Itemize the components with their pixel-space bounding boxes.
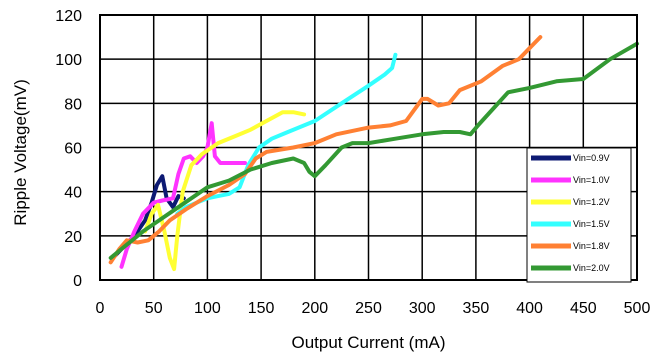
x-tick-label: 200 — [301, 300, 328, 317]
y-tick-label: 100 — [55, 52, 82, 69]
legend-box — [526, 147, 632, 283]
y-tick-label: 80 — [64, 96, 82, 113]
x-tick-label: 500 — [624, 300, 651, 317]
x-tick-label: 0 — [96, 300, 105, 317]
tick-labels: 0 50 100 150 200 250 300 350 400 450 500 0 20 40 60 80 1… — [55, 8, 650, 317]
series-layer — [108, 35, 639, 271]
y-tick-label: 40 — [64, 185, 82, 202]
series-line-2 — [143, 110, 307, 271]
x-tick-label: 450 — [570, 300, 597, 317]
legend-label: Vin=1.5V — [573, 219, 610, 229]
legend-label: Vin=2.0V — [573, 263, 610, 273]
legend-label: Vin=0.9V — [573, 153, 610, 163]
y-tick-label: 0 — [73, 273, 82, 290]
x-axis-label: Output Current (mA) — [292, 333, 446, 352]
plot-frame — [99, 14, 638, 281]
x-tick-label: 100 — [194, 300, 221, 317]
x-tick-label: 250 — [355, 300, 382, 317]
legend: Vin=0.9V Vin=1.0V Vin=1.2V Vin=1.5V Vin=1.8V… — [526, 147, 632, 283]
x-tick-label: 400 — [516, 300, 543, 317]
x-tick-label: 300 — [409, 300, 436, 317]
x-tick-label: 150 — [248, 300, 275, 317]
legend-label: Vin=1.0V — [573, 175, 610, 185]
x-tick-label: 50 — [145, 300, 163, 317]
y-tick-label: 20 — [64, 229, 82, 246]
y-tick-label: 120 — [55, 8, 82, 25]
legend-label: Vin=1.8V — [573, 241, 610, 251]
series-line-1 — [119, 121, 247, 269]
legend-label: Vin=1.2V — [573, 197, 610, 207]
x-tick-label: 350 — [463, 300, 490, 317]
y-tick-label: 60 — [64, 141, 82, 158]
y-axis-label: Ripple Voltage(mV) — [11, 79, 30, 225]
series-line-5 — [108, 41, 639, 260]
series-line-4 — [108, 35, 543, 265]
